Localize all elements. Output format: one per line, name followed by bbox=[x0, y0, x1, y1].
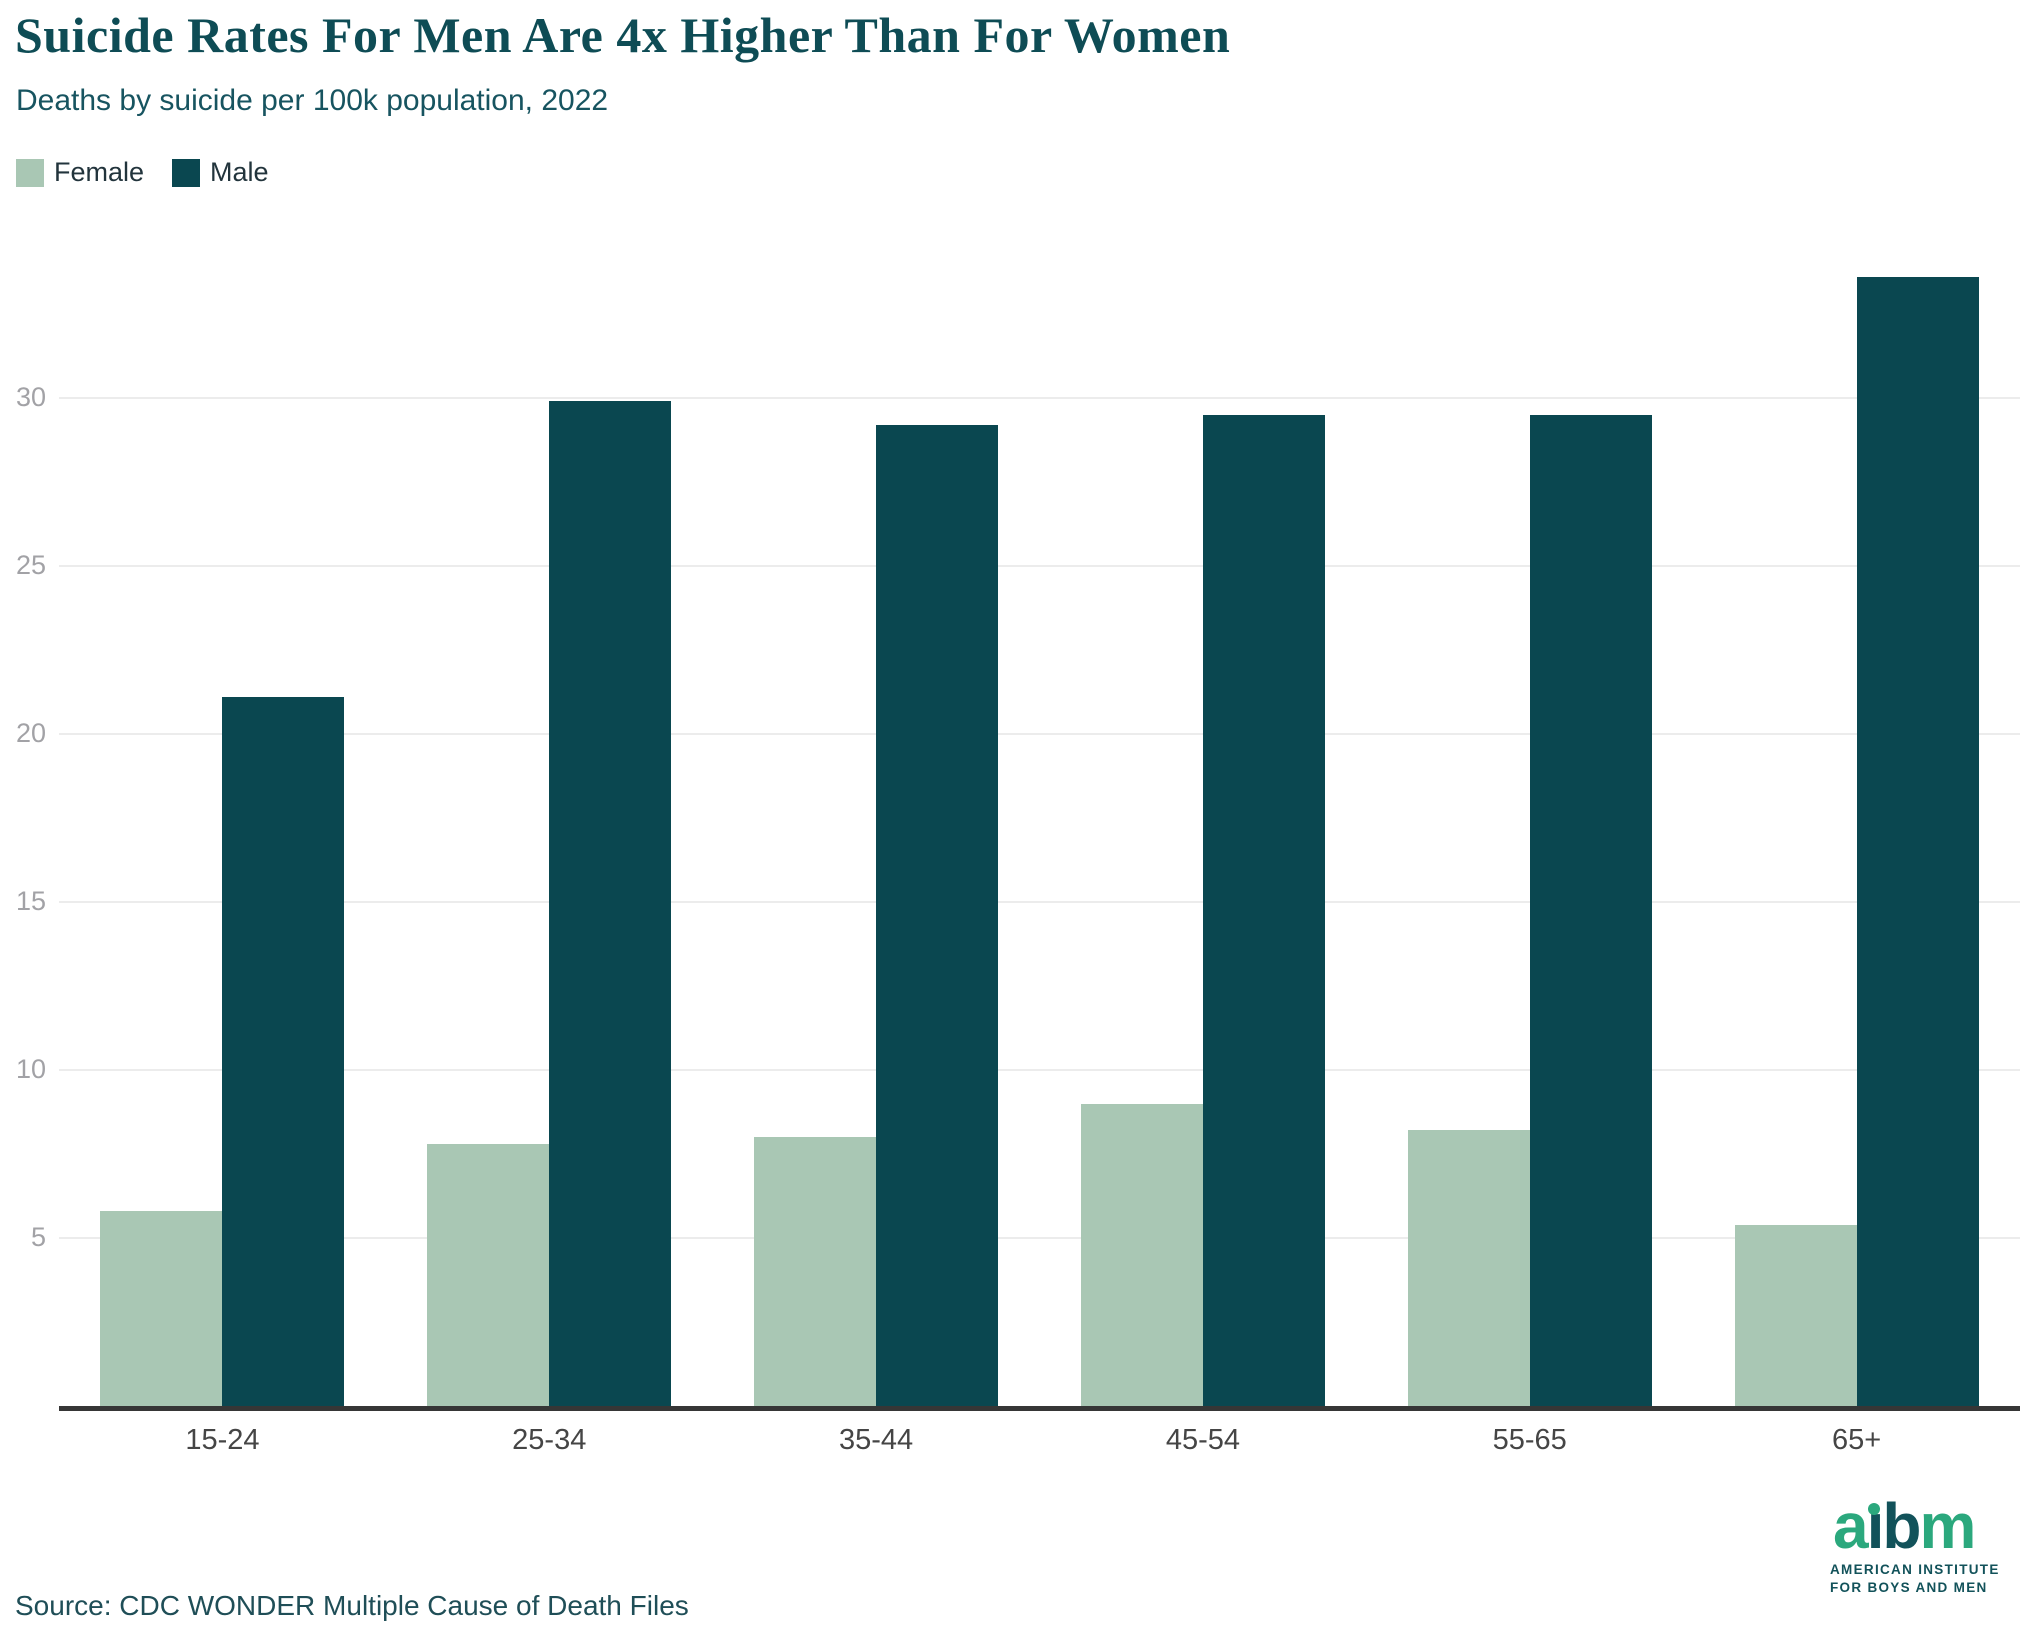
logo-letter-a: a bbox=[1833, 1490, 1869, 1562]
gridline-15 bbox=[59, 900, 2020, 903]
bar-group-55-65 bbox=[1366, 176, 1693, 1406]
legend-item-male: Male bbox=[172, 157, 269, 188]
bar-female-65+ bbox=[1734, 1224, 1857, 1406]
y-tick-label-15: 15 bbox=[15, 885, 46, 916]
bar-female-35-44 bbox=[754, 1137, 877, 1406]
x-tick-label-15-24: 15-24 bbox=[185, 1424, 260, 1456]
bar-female-55-65 bbox=[1407, 1130, 1530, 1406]
y-tick-label-30: 30 bbox=[15, 381, 46, 412]
bar-male-25-34 bbox=[549, 401, 672, 1406]
logo-letter-m: m bbox=[1919, 1490, 1976, 1562]
x-tick-label-55-65: 55-65 bbox=[1492, 1424, 1567, 1456]
gridline-20 bbox=[59, 732, 2020, 735]
bar-male-65+ bbox=[1856, 276, 1979, 1406]
bar-female-15-24 bbox=[100, 1211, 223, 1406]
aibm-logo: aı bm AMERICAN INSTITUTE FOR BOYS AND MEN bbox=[1830, 1490, 2020, 1597]
bar-male-45-54 bbox=[1202, 414, 1325, 1406]
logo-line2: FOR BOYS AND MEN bbox=[1830, 1580, 1988, 1595]
legend-label-female: Female bbox=[54, 157, 145, 187]
gridline-30 bbox=[59, 396, 2020, 399]
y-tick-label-5: 5 bbox=[30, 1221, 46, 1252]
bar-group-25-34 bbox=[386, 176, 713, 1406]
legend-swatch-male bbox=[172, 158, 201, 187]
bar-male-55-65 bbox=[1529, 414, 1652, 1406]
y-tick-label-25: 25 bbox=[15, 549, 46, 580]
bar-female-45-54 bbox=[1080, 1103, 1203, 1406]
x-tick-label-45-54: 45-54 bbox=[1165, 1424, 1240, 1456]
x-axis-labels: 15-24 25-34 35-44 45-54 55-65 65+ bbox=[59, 1424, 2020, 1457]
chart-subtitle: Deaths by suicide per 100k population, 2… bbox=[16, 84, 609, 117]
y-tick-label-20: 20 bbox=[15, 717, 46, 748]
gridline-10 bbox=[59, 1068, 2020, 1071]
legend-swatch-female bbox=[16, 158, 44, 187]
x-axis-line bbox=[59, 1406, 2020, 1411]
logo-i-dot bbox=[1868, 1503, 1881, 1515]
gridline-5 bbox=[59, 1236, 2020, 1239]
legend: Female Male bbox=[16, 157, 269, 188]
bar-female-25-34 bbox=[427, 1143, 550, 1406]
source-note: Source: CDC WONDER Multiple Cause of Dea… bbox=[15, 1590, 689, 1621]
legend-item-female: Female bbox=[16, 157, 144, 188]
bar-male-35-44 bbox=[876, 424, 999, 1406]
x-tick-label-25-34: 25-34 bbox=[512, 1424, 587, 1456]
bar-male-15-24 bbox=[222, 696, 345, 1406]
bar-groups bbox=[59, 176, 2020, 1406]
bar-group-45-54 bbox=[1039, 176, 1366, 1406]
x-tick-label-35-44: 35-44 bbox=[838, 1424, 914, 1456]
logo-letter-i: ı bbox=[1866, 1490, 1885, 1562]
plot-area: 5 10 15 20 25 30 bbox=[16, 176, 2020, 1411]
bar-group-35-44 bbox=[713, 176, 1040, 1406]
x-tick-label-65+: 65+ bbox=[1831, 1424, 1882, 1456]
bar-group-65+ bbox=[1693, 176, 2020, 1406]
logo-wordmark: aı bm bbox=[1833, 1490, 2020, 1562]
bar-group-15-24 bbox=[59, 176, 386, 1406]
gridline-25 bbox=[59, 564, 2020, 567]
legend-label-male: Male bbox=[210, 157, 269, 187]
chart-title: Suicide Rates For Men Are 4x Higher Than… bbox=[15, 7, 1231, 63]
y-tick-label-10: 10 bbox=[15, 1053, 46, 1084]
logo-letter-b: b bbox=[1882, 1490, 1921, 1562]
logo-line1: AMERICAN INSTITUTE bbox=[1830, 1562, 2000, 1577]
